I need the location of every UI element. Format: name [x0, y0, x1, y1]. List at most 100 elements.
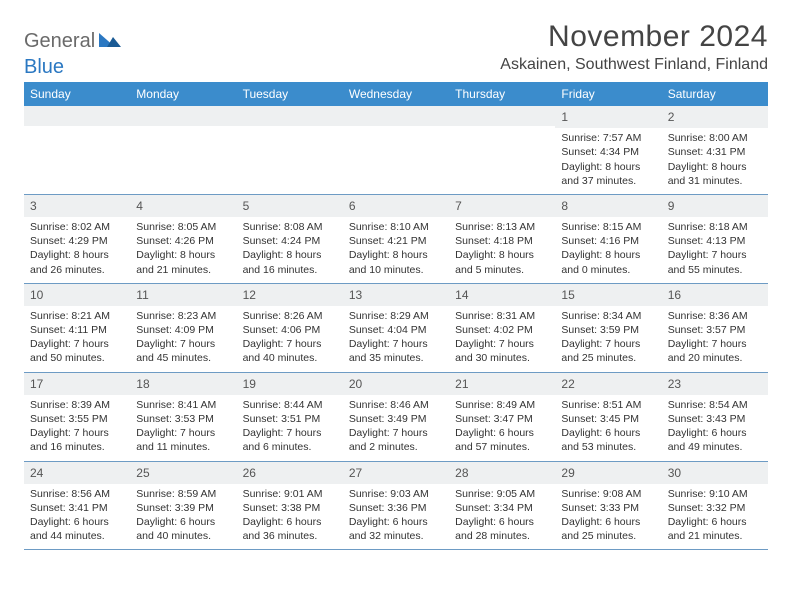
day-sunrise: Sunrise: 8:08 AM: [243, 220, 337, 234]
day-cell: 23Sunrise: 8:54 AMSunset: 3:43 PMDayligh…: [662, 373, 768, 461]
day-daylight: Daylight: 6 hours and 53 minutes.: [561, 426, 655, 454]
day-daylight: Daylight: 7 hours and 2 minutes.: [349, 426, 443, 454]
day-number: 4: [130, 195, 236, 217]
day-daylight: Daylight: 6 hours and 57 minutes.: [455, 426, 549, 454]
day-sunset: Sunset: 4:02 PM: [455, 323, 549, 337]
day-cell: 29Sunrise: 9:08 AMSunset: 3:33 PMDayligh…: [555, 462, 661, 550]
day-body: Sunrise: 9:03 AMSunset: 3:36 PMDaylight:…: [343, 484, 449, 550]
day-body: Sunrise: 8:23 AMSunset: 4:09 PMDaylight:…: [130, 306, 236, 372]
day-sunset: Sunset: 3:51 PM: [243, 412, 337, 426]
day-number: 13: [343, 284, 449, 306]
day-body: Sunrise: 9:10 AMSunset: 3:32 PMDaylight:…: [662, 484, 768, 550]
day-cell: 11Sunrise: 8:23 AMSunset: 4:09 PMDayligh…: [130, 284, 236, 372]
logo-text-general: General: [24, 30, 95, 53]
day-number: 17: [24, 373, 130, 395]
day-sunrise: Sunrise: 8:10 AM: [349, 220, 443, 234]
day-sunset: Sunset: 4:13 PM: [668, 234, 762, 248]
day-daylight: Daylight: 8 hours and 16 minutes.: [243, 248, 337, 276]
day-cell: [343, 106, 449, 194]
day-cell: 24Sunrise: 8:56 AMSunset: 3:41 PMDayligh…: [24, 462, 130, 550]
day-sunrise: Sunrise: 8:44 AM: [243, 398, 337, 412]
day-cell: 13Sunrise: 8:29 AMSunset: 4:04 PMDayligh…: [343, 284, 449, 372]
day-daylight: Daylight: 7 hours and 6 minutes.: [243, 426, 337, 454]
day-cell: 21Sunrise: 8:49 AMSunset: 3:47 PMDayligh…: [449, 373, 555, 461]
day-sunrise: Sunrise: 8:34 AM: [561, 309, 655, 323]
day-sunset: Sunset: 4:04 PM: [349, 323, 443, 337]
day-daylight: Daylight: 6 hours and 36 minutes.: [243, 515, 337, 543]
day-cell: [130, 106, 236, 194]
day-number: 15: [555, 284, 661, 306]
day-body: Sunrise: 8:49 AMSunset: 3:47 PMDaylight:…: [449, 395, 555, 461]
day-number: 11: [130, 284, 236, 306]
day-sunrise: Sunrise: 9:01 AM: [243, 487, 337, 501]
day-cell: 20Sunrise: 8:46 AMSunset: 3:49 PMDayligh…: [343, 373, 449, 461]
day-sunrise: Sunrise: 8:41 AM: [136, 398, 230, 412]
day-sunset: Sunset: 3:45 PM: [561, 412, 655, 426]
day-sunset: Sunset: 3:55 PM: [30, 412, 124, 426]
day-number: 14: [449, 284, 555, 306]
day-daylight: Daylight: 6 hours and 32 minutes.: [349, 515, 443, 543]
day-sunrise: Sunrise: 9:03 AM: [349, 487, 443, 501]
day-sunset: Sunset: 4:18 PM: [455, 234, 549, 248]
day-sunset: Sunset: 3:53 PM: [136, 412, 230, 426]
day-sunset: Sunset: 3:39 PM: [136, 501, 230, 515]
day-body: Sunrise: 8:59 AMSunset: 3:39 PMDaylight:…: [130, 484, 236, 550]
day-sunset: Sunset: 3:33 PM: [561, 501, 655, 515]
day-sunset: Sunset: 4:29 PM: [30, 234, 124, 248]
logo: General: [24, 20, 123, 53]
day-cell: 7Sunrise: 8:13 AMSunset: 4:18 PMDaylight…: [449, 195, 555, 283]
day-number: 2: [662, 106, 768, 128]
day-body: Sunrise: 8:39 AMSunset: 3:55 PMDaylight:…: [24, 395, 130, 461]
day-number: 24: [24, 462, 130, 484]
day-cell: 28Sunrise: 9:05 AMSunset: 3:34 PMDayligh…: [449, 462, 555, 550]
week-row: 1Sunrise: 7:57 AMSunset: 4:34 PMDaylight…: [24, 106, 768, 195]
day-sunrise: Sunrise: 8:15 AM: [561, 220, 655, 234]
day-number: 5: [237, 195, 343, 217]
day-sunrise: Sunrise: 8:59 AM: [136, 487, 230, 501]
day-number: 20: [343, 373, 449, 395]
day-sunset: Sunset: 4:26 PM: [136, 234, 230, 248]
day-sunset: Sunset: 4:34 PM: [561, 145, 655, 159]
day-sunset: Sunset: 4:16 PM: [561, 234, 655, 248]
location: Askainen, Southwest Finland, Finland: [500, 56, 768, 74]
day-sunset: Sunset: 4:31 PM: [668, 145, 762, 159]
weekday-cell: Wednesday: [343, 82, 449, 106]
day-number: [24, 106, 130, 126]
day-sunset: Sunset: 4:06 PM: [243, 323, 337, 337]
day-body: Sunrise: 8:00 AMSunset: 4:31 PMDaylight:…: [662, 128, 768, 194]
day-cell: 10Sunrise: 8:21 AMSunset: 4:11 PMDayligh…: [24, 284, 130, 372]
week-row: 3Sunrise: 8:02 AMSunset: 4:29 PMDaylight…: [24, 195, 768, 284]
day-daylight: Daylight: 7 hours and 45 minutes.: [136, 337, 230, 365]
day-cell: 14Sunrise: 8:31 AMSunset: 4:02 PMDayligh…: [449, 284, 555, 372]
day-sunrise: Sunrise: 8:29 AM: [349, 309, 443, 323]
day-cell: 5Sunrise: 8:08 AMSunset: 4:24 PMDaylight…: [237, 195, 343, 283]
day-body: Sunrise: 9:08 AMSunset: 3:33 PMDaylight:…: [555, 484, 661, 550]
weekday-cell: Saturday: [662, 82, 768, 106]
day-sunrise: Sunrise: 8:56 AM: [30, 487, 124, 501]
logo-text-blue: Blue: [24, 56, 64, 78]
day-cell: 3Sunrise: 8:02 AMSunset: 4:29 PMDaylight…: [24, 195, 130, 283]
day-number: 16: [662, 284, 768, 306]
day-cell: 25Sunrise: 8:59 AMSunset: 3:39 PMDayligh…: [130, 462, 236, 550]
day-cell: 30Sunrise: 9:10 AMSunset: 3:32 PMDayligh…: [662, 462, 768, 550]
day-sunrise: Sunrise: 8:51 AM: [561, 398, 655, 412]
day-number: 26: [237, 462, 343, 484]
day-sunset: Sunset: 3:36 PM: [349, 501, 443, 515]
month-title: November 2024: [500, 20, 768, 54]
day-sunrise: Sunrise: 8:05 AM: [136, 220, 230, 234]
weekday-cell: Friday: [555, 82, 661, 106]
weekday-cell: Monday: [130, 82, 236, 106]
day-body: Sunrise: 8:44 AMSunset: 3:51 PMDaylight:…: [237, 395, 343, 461]
day-number: 27: [343, 462, 449, 484]
week-row: 24Sunrise: 8:56 AMSunset: 3:41 PMDayligh…: [24, 462, 768, 551]
day-sunrise: Sunrise: 8:13 AM: [455, 220, 549, 234]
day-sunrise: Sunrise: 8:49 AM: [455, 398, 549, 412]
day-sunset: Sunset: 3:57 PM: [668, 323, 762, 337]
day-sunrise: Sunrise: 7:57 AM: [561, 131, 655, 145]
weekday-cell: Thursday: [449, 82, 555, 106]
day-cell: 22Sunrise: 8:51 AMSunset: 3:45 PMDayligh…: [555, 373, 661, 461]
day-number: 23: [662, 373, 768, 395]
day-number: [449, 106, 555, 126]
day-cell: 8Sunrise: 8:15 AMSunset: 4:16 PMDaylight…: [555, 195, 661, 283]
day-body: Sunrise: 8:51 AMSunset: 3:45 PMDaylight:…: [555, 395, 661, 461]
